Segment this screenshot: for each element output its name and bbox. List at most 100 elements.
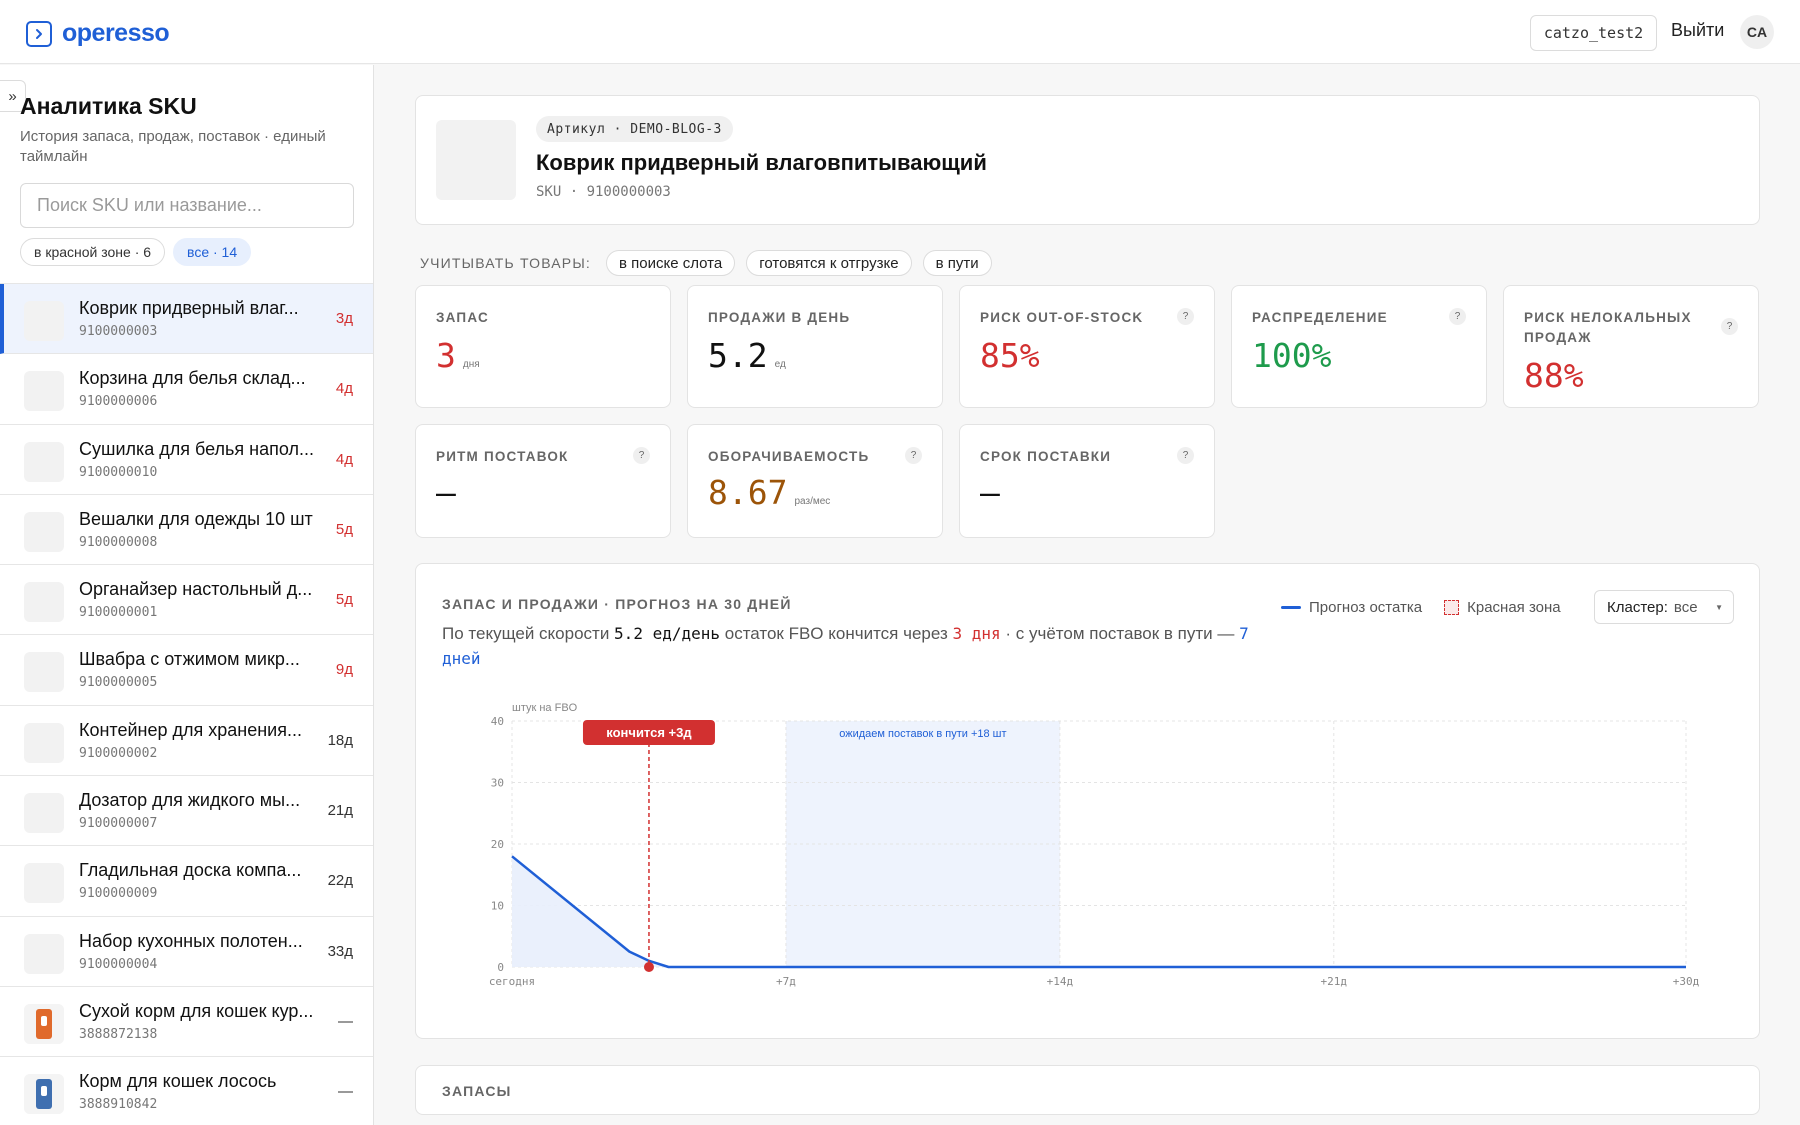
product-photo-icon: [24, 1074, 64, 1115]
cluster-value: все: [1673, 598, 1698, 616]
article-badge: Артикул · DEMO-BLOG-3: [536, 116, 733, 142]
sku-thumbnail: [24, 511, 64, 552]
sku-days: 5д: [335, 591, 353, 609]
desc-text: · с учётом поставок в пути —: [1000, 624, 1240, 643]
sku-days: 9д: [335, 661, 353, 679]
sidebar-collapse-button[interactable]: »: [0, 80, 26, 112]
search-input[interactable]: [20, 183, 354, 228]
metric-label: СРОК ПОСТАВКИ: [980, 449, 1112, 464]
sku-list-item[interactable]: Органайзер настольный д... 9100000001 5д: [0, 565, 373, 636]
chevron-down-icon: ▼: [1715, 603, 1723, 612]
metric-value: —: [980, 473, 1000, 512]
logo[interactable]: operesso: [26, 19, 170, 48]
account-badge[interactable]: catzo_test2: [1530, 15, 1657, 51]
sku-code: 3888872138: [79, 1026, 158, 1042]
sku-list-item[interactable]: Корм для кошек лосось 3888910842 —: [0, 1057, 373, 1125]
sku-list-item[interactable]: Сухой корм для кошек кур... 3888872138 —: [0, 987, 373, 1058]
sku-name: Сухой корм для кошек кур...: [79, 1000, 314, 1021]
sku-list-item[interactable]: Корзина для белья склад... 9100000006 4д: [0, 354, 373, 425]
metric-value-wrap: 85%: [980, 336, 1040, 375]
sku-thumbnail: [24, 582, 64, 623]
help-icon[interactable]: ?: [1449, 308, 1466, 325]
metric-unit: дня: [462, 359, 480, 370]
chart-legend: Прогноз остатка Красная зона: [1281, 599, 1561, 616]
sku-list-item[interactable]: Вешалки для одежды 10 шт 9100000008 5д: [0, 495, 373, 566]
sku-name: Контейнер для хранения...: [79, 719, 302, 740]
help-icon[interactable]: ?: [1177, 447, 1194, 464]
sku-name: Сушилка для белья напол...: [79, 438, 315, 459]
metric-nonlocal-risk: РИСК НЕЛОКАЛЬНЫХ ПРОДАЖ ? 88%: [1503, 285, 1759, 408]
product-thumbnail: [436, 120, 516, 200]
sku-code: 9100000008: [79, 534, 158, 550]
metric-distribution: РАСПРЕДЕЛЕНИЕ ? 100%: [1231, 285, 1487, 408]
metric-value-wrap: 5.2 ед: [708, 336, 786, 375]
sku-code: 9100000001: [79, 605, 158, 621]
metric-value-wrap: 100%: [1252, 336, 1331, 375]
metric-value: 8.67: [708, 473, 788, 512]
sku-days: —: [338, 1012, 353, 1030]
sku-thumbnail: [24, 652, 64, 693]
chip-red-zone[interactable]: в красной зоне · 6: [20, 238, 166, 266]
metric-value: 3: [436, 336, 456, 375]
logo-icon: [26, 20, 52, 47]
filter-preparing[interactable]: готовятся к отгрузке: [746, 250, 912, 276]
stockout-point: [643, 962, 654, 972]
sku-list-item[interactable]: Гладильная доска компа... 9100000009 22д: [0, 846, 373, 917]
filter-slot-search[interactable]: в поиске слота: [606, 250, 736, 276]
sidebar: » Аналитика SKU История запаса, продаж, …: [0, 65, 374, 1125]
product-title: Коврик придверный влаговпитывающий: [536, 150, 987, 175]
metric-value-wrap: —: [980, 473, 1000, 512]
sku-days: 3д: [335, 310, 353, 327]
filter-in-transit[interactable]: в пути: [922, 250, 992, 276]
brand-name: operesso: [62, 19, 170, 47]
chart-description: По текущей скорости 5.2 ед/день остаток …: [442, 621, 1262, 671]
chip-all[interactable]: все · 14: [173, 238, 252, 266]
avatar[interactable]: CA: [1740, 15, 1774, 49]
sku-list-item[interactable]: Набор кухонных полотен... 9100000004 33д: [0, 917, 373, 987]
sku-days: 22д: [327, 872, 353, 890]
metric-supply-rhythm: РИТМ ПОСТАВОК ? —: [415, 424, 671, 538]
sku-list-item[interactable]: Коврик придверный влаг... 9100000003 3д: [0, 284, 373, 355]
metric-label: РИСК НЕЛОКАЛЬНЫХ ПРОДАЖ: [1524, 310, 1692, 345]
sku-list: Коврик придверный влаг... 9100000003 3д …: [0, 283, 373, 1125]
sku-name: Набор кухонных полотен...: [79, 930, 303, 951]
metric-value-wrap: 88%: [1524, 356, 1584, 395]
legend-forecast-label: Прогноз остатка: [1309, 599, 1423, 616]
chart-title: ЗАПАС И ПРОДАЖИ · ПРОГНОЗ НА 30 ДНЕЙ: [442, 596, 792, 612]
x-tick-label: +21д: [1321, 975, 1348, 988]
logout-button[interactable]: Выйти: [1671, 20, 1725, 40]
cluster-select[interactable]: Кластер: все ▼: [1594, 590, 1734, 624]
sku-days: 18д: [327, 731, 353, 749]
metric-stock: ЗАПАС 3 дня: [415, 285, 671, 408]
help-icon[interactable]: ?: [905, 447, 922, 464]
sku-name: Коврик придверный влаг...: [79, 298, 299, 318]
metric-value: 100%: [1252, 336, 1332, 375]
metric-unit: ед: [774, 359, 786, 370]
sku-thumbnail: [24, 301, 64, 341]
filters-label: УЧИТЫВАТЬ ТОВАРЫ:: [420, 255, 592, 271]
metric-label: ЗАПАС: [436, 310, 489, 325]
metric-value: —: [436, 473, 456, 512]
sku-days: —: [338, 1083, 353, 1101]
sku-list-item[interactable]: Сушилка для белья напол... 9100000010 4д: [0, 425, 373, 495]
desc-text: остаток FBO кончится через: [720, 624, 953, 643]
sku-list-item[interactable]: Швабра с отжимом микр... 9100000005 9д: [0, 635, 373, 706]
stockout-badge: [582, 720, 715, 745]
sku-code: 9100000010: [79, 464, 158, 480]
metric-label: ОБОРАЧИВАЕМОСТЬ: [708, 449, 870, 464]
help-icon[interactable]: ?: [1177, 308, 1194, 325]
y-tick-label: 30: [491, 777, 504, 790]
sku-list-item[interactable]: Контейнер для хранения... 9100000002 18д: [0, 706, 373, 777]
help-icon[interactable]: ?: [633, 447, 650, 464]
metric-value-wrap: —: [436, 473, 456, 512]
y-tick-label: 0: [497, 961, 504, 974]
sku-name: Корм для кошек лосось: [79, 1071, 277, 1092]
sku-code: 9100000009: [79, 886, 158, 902]
sku-code: 3888910842: [79, 1097, 158, 1113]
sku-list-item[interactable]: Дозатор для жидкого мы... 9100000007 21д: [0, 776, 373, 847]
sku-code: 9100000007: [79, 816, 158, 832]
help-icon[interactable]: ?: [1721, 318, 1738, 335]
product-photo-icon: [24, 1003, 64, 1044]
sku-days: 4д: [335, 450, 353, 468]
sku-days: 5д: [335, 520, 353, 538]
